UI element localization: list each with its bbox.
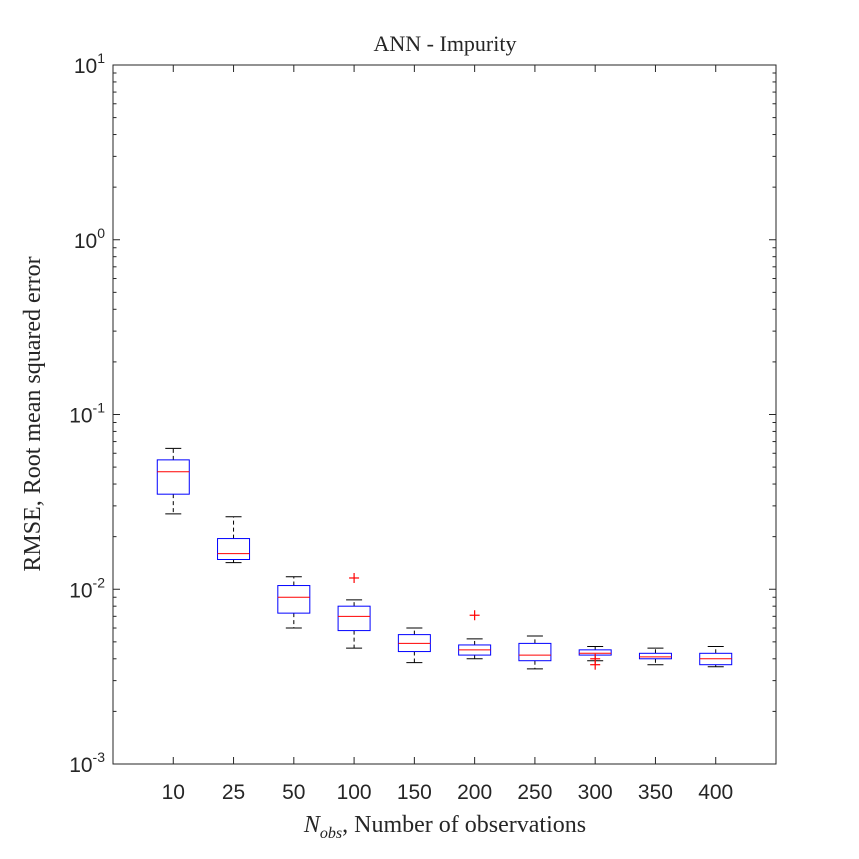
x-tick-label: 400 bbox=[698, 781, 733, 804]
y-tick-label: 101 bbox=[74, 50, 105, 78]
box-100 bbox=[337, 572, 371, 649]
box-iqr bbox=[277, 585, 311, 614]
box-iqr bbox=[518, 642, 552, 662]
x-tick-label: 150 bbox=[397, 781, 432, 804]
x-axis-label-symbol: N bbox=[303, 812, 322, 838]
box-iqr bbox=[337, 605, 371, 632]
x-axis-label: Nobs, Number of observations bbox=[303, 812, 586, 842]
box-series bbox=[156, 447, 733, 670]
box-10 bbox=[156, 447, 190, 515]
x-tick-label: 200 bbox=[457, 781, 492, 804]
y-tick-label: 100 bbox=[74, 225, 105, 253]
x-tick-label: 100 bbox=[337, 781, 372, 804]
box-25 bbox=[217, 516, 251, 564]
x-axis-label-subscript: obs bbox=[320, 825, 342, 842]
box-250 bbox=[518, 635, 552, 670]
y-tick-label: 10-2 bbox=[69, 574, 105, 602]
box-iqr bbox=[217, 538, 251, 560]
x-tick-label: 50 bbox=[282, 781, 305, 804]
chart-title: ANN - Impurity bbox=[374, 31, 517, 56]
plot-frame bbox=[112, 64, 777, 765]
y-axis-ticks: 10-3 10-2 10-1 100 101 bbox=[69, 50, 776, 777]
box-50 bbox=[277, 576, 311, 629]
x-axis-label-text: , Number of observations bbox=[342, 812, 586, 838]
box-400 bbox=[699, 646, 733, 668]
box-150 bbox=[397, 627, 431, 664]
x-tick-label: 350 bbox=[638, 781, 673, 804]
box-iqr bbox=[638, 652, 672, 660]
x-tick-label: 300 bbox=[578, 781, 613, 804]
y-tick-label: 10-3 bbox=[69, 749, 105, 777]
y-axis-label: RMSE, Root mean squared error bbox=[20, 256, 46, 571]
plot-area-border bbox=[112, 64, 777, 765]
x-tick-label: 25 bbox=[222, 781, 245, 804]
box-iqr bbox=[156, 459, 190, 495]
y-tick-label: 10-1 bbox=[69, 400, 105, 428]
x-tick-label: 250 bbox=[517, 781, 552, 804]
box-350 bbox=[638, 647, 672, 666]
x-tick-label: 10 bbox=[162, 781, 185, 804]
x-axis-ticks: 10 25 50 100 150 200 250 300 350 400 bbox=[162, 65, 733, 804]
box-300 bbox=[578, 646, 612, 670]
box-200 bbox=[458, 610, 492, 660]
